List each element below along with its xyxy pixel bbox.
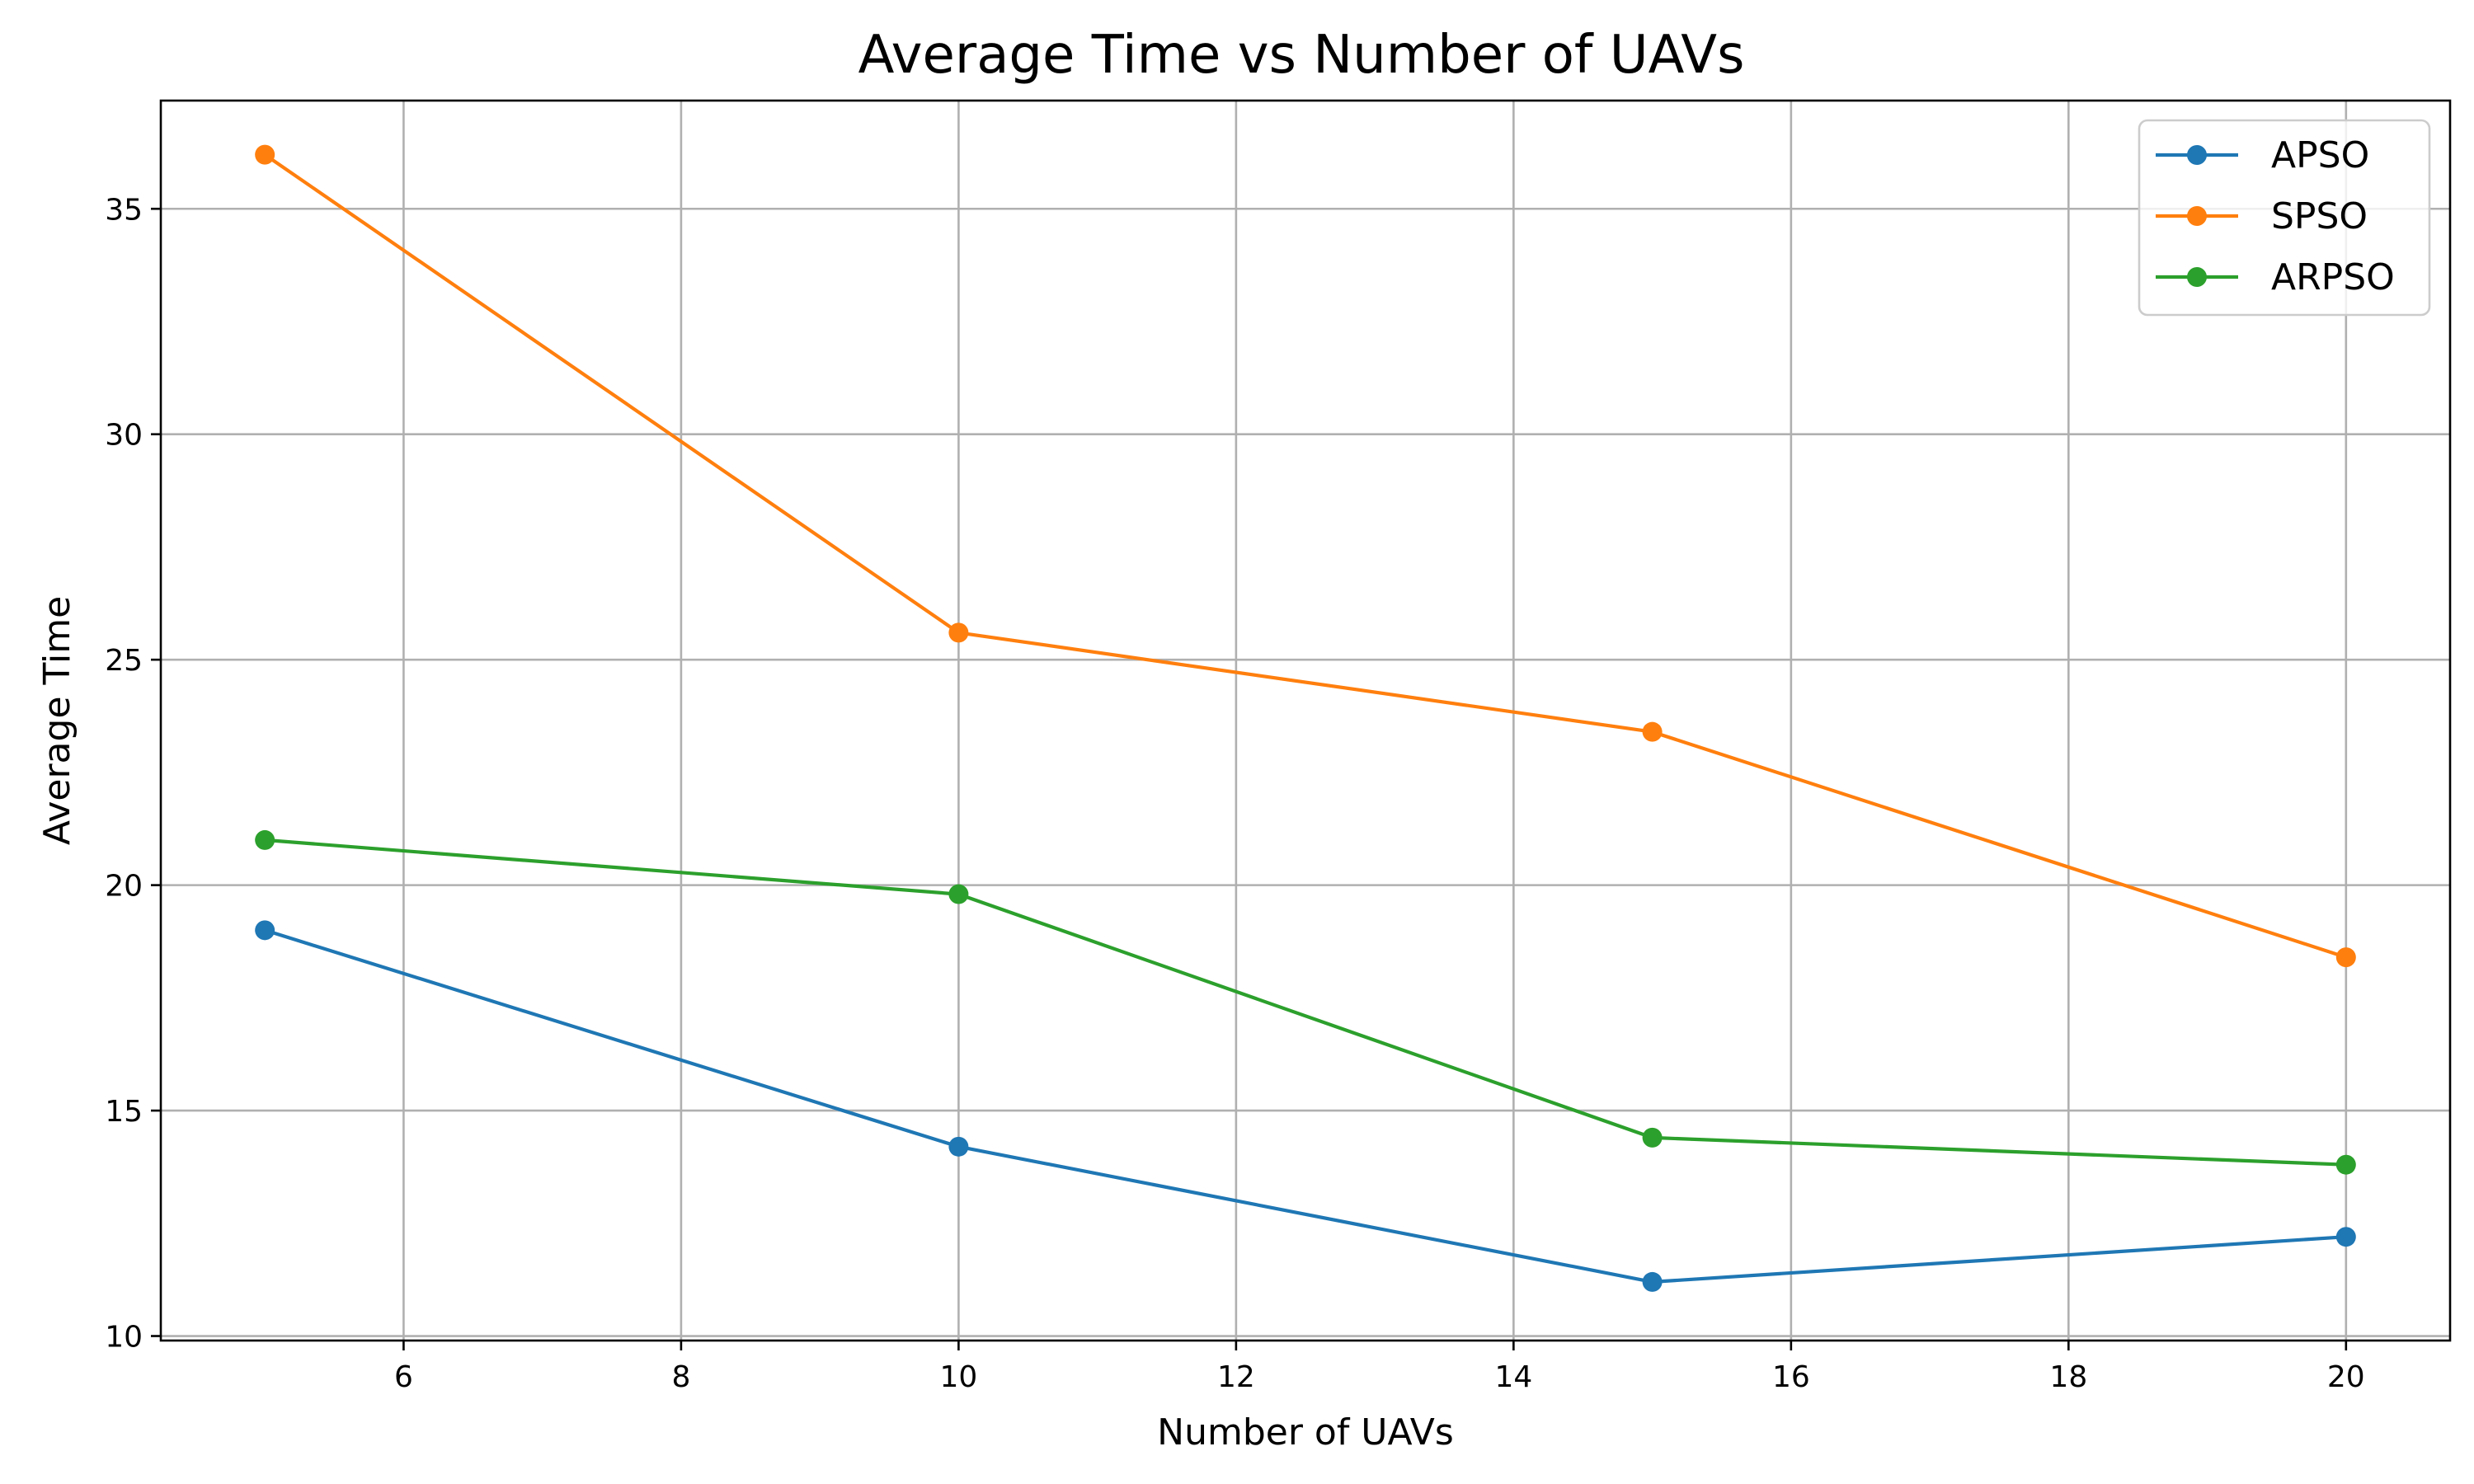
x-tick-label: 14 (1494, 1360, 1532, 1394)
data-point-arpso (255, 829, 275, 850)
x-axis-label: Number of UAVs (1157, 1411, 1454, 1453)
x-tick-label: 6 (394, 1360, 413, 1394)
data-point-arpso (1642, 1127, 1663, 1148)
x-axis-ticks: 6 8 10 12 14 16 18 20 (394, 1341, 2365, 1394)
y-tick-label: 20 (105, 870, 143, 904)
series-spso (255, 144, 2356, 968)
legend-marker-spso (2187, 206, 2207, 226)
grid-lines (161, 101, 2450, 1341)
y-tick-label: 15 (105, 1095, 143, 1129)
data-point-apso (2335, 1227, 2356, 1247)
x-tick-label: 12 (1217, 1360, 1255, 1394)
x-tick-label: 10 (939, 1360, 977, 1394)
legend-box (2138, 119, 2431, 317)
x-tick-label: 18 (2049, 1360, 2087, 1394)
data-point-apso (255, 920, 275, 941)
data-point-arpso (948, 884, 969, 904)
series-arpso (255, 829, 2356, 1175)
data-point-spso (255, 144, 275, 165)
legend-label-apso: APSO (2271, 134, 2369, 176)
y-tick-label: 10 (105, 1321, 143, 1355)
data-point-arpso (2335, 1154, 2356, 1175)
series-line-spso (264, 153, 2347, 960)
y-axis-ticks: 10 15 20 25 30 35 (105, 193, 161, 1355)
legend-item-spso: SPSO (2156, 195, 2368, 237)
data-point-spso (2335, 947, 2356, 968)
legend: APSO SPSO ARPSO (2138, 119, 2431, 317)
y-tick-label: 30 (105, 419, 143, 453)
y-tick-label: 25 (105, 644, 143, 678)
legend-item-apso: APSO (2156, 134, 2369, 176)
legend-marker-apso (2187, 145, 2207, 165)
series-line-apso (264, 928, 2346, 1284)
data-point-apso (1642, 1271, 1663, 1292)
series-layer (255, 144, 2356, 1292)
legend-item-arpso: ARPSO (2156, 256, 2395, 298)
chart-title: Average Time vs Number of UAVs (858, 25, 1745, 86)
data-point-apso (948, 1136, 969, 1157)
data-point-spso (948, 622, 969, 643)
legend-label-spso: SPSO (2271, 195, 2368, 237)
legend-marker-arpso (2187, 267, 2207, 287)
x-tick-label: 8 (671, 1360, 690, 1394)
y-axis-label: Average Time (36, 596, 78, 845)
legend-label-arpso: ARPSO (2271, 256, 2395, 298)
y-tick-label: 35 (105, 193, 143, 227)
x-tick-label: 16 (1772, 1360, 1810, 1394)
plot-frame (159, 99, 2452, 1342)
data-point-spso (1642, 721, 1663, 742)
series-apso (255, 920, 2356, 1292)
series-line-arpso (265, 838, 2346, 1167)
x-tick-label: 20 (2327, 1360, 2365, 1394)
